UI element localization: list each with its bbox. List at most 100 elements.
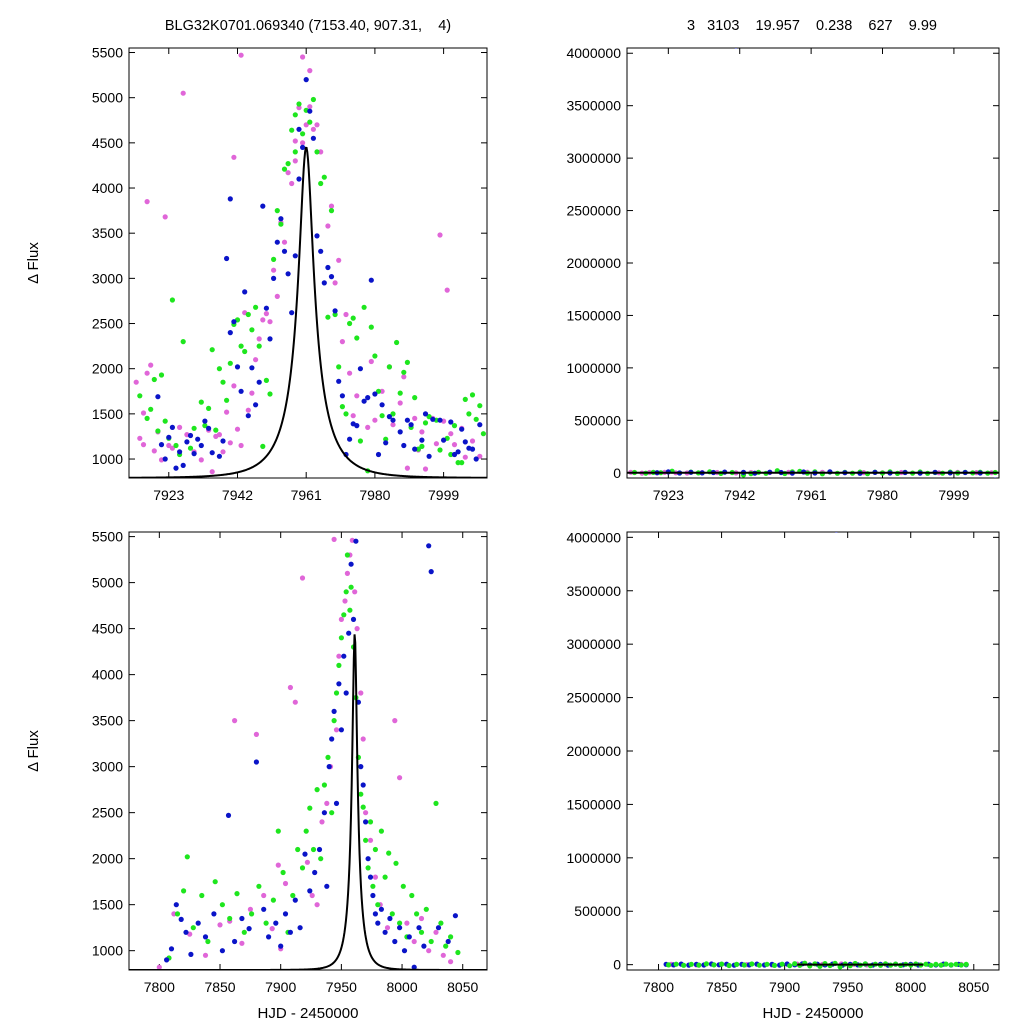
data-point xyxy=(333,727,340,733)
data-point xyxy=(358,764,364,770)
data-point xyxy=(314,787,320,793)
y-tick-label: 1000 xyxy=(92,451,123,467)
data-point xyxy=(290,892,296,899)
x-axis-label: HJD - 2450000 xyxy=(258,1005,359,1022)
data-point xyxy=(220,449,226,455)
data-point xyxy=(363,810,369,816)
data-point xyxy=(281,166,288,172)
data-point xyxy=(451,451,458,458)
data-point xyxy=(321,782,327,788)
y-tick-label: 3500000 xyxy=(566,98,621,114)
data-point xyxy=(473,416,479,422)
data-point xyxy=(310,135,316,141)
data-point xyxy=(375,451,382,458)
data-point xyxy=(260,317,266,323)
y-tick-label: 2500000 xyxy=(566,690,621,706)
data-point xyxy=(219,902,225,908)
data-point xyxy=(354,626,360,632)
data-point xyxy=(834,532,838,533)
data-point xyxy=(397,390,403,396)
data-point xyxy=(749,961,755,967)
data-point xyxy=(263,377,269,383)
data-point xyxy=(297,925,303,931)
data-point xyxy=(378,906,384,912)
data-point xyxy=(400,883,406,889)
data-point xyxy=(253,304,259,310)
data-point xyxy=(333,690,340,696)
data-point xyxy=(338,727,344,733)
data-point xyxy=(459,460,465,466)
data-point xyxy=(184,854,190,860)
series-green xyxy=(166,552,461,961)
data-point xyxy=(412,415,418,421)
y-tick-label: 500000 xyxy=(574,412,621,428)
data-point xyxy=(281,248,288,254)
data-point xyxy=(469,392,476,398)
data-point xyxy=(423,906,429,912)
data-point xyxy=(412,395,418,401)
data-point xyxy=(171,911,177,917)
data-point xyxy=(307,805,313,811)
y-tick-label: 2500000 xyxy=(566,203,621,219)
data-point xyxy=(344,552,350,558)
data-point xyxy=(318,149,324,155)
data-point xyxy=(307,119,313,125)
data-point xyxy=(271,267,277,273)
data-point xyxy=(379,413,385,419)
data-point xyxy=(444,287,450,293)
data-point xyxy=(469,438,476,444)
data-point xyxy=(267,319,273,325)
data-point xyxy=(227,196,233,202)
data-point xyxy=(390,417,396,423)
data-point xyxy=(382,874,388,880)
data-point xyxy=(372,874,378,880)
data-point xyxy=(445,938,451,945)
data-point xyxy=(275,862,281,868)
data-point xyxy=(422,411,429,417)
data-point xyxy=(341,653,347,659)
data-point xyxy=(430,416,436,422)
data-point xyxy=(452,913,458,919)
data-point xyxy=(401,374,407,380)
data-point xyxy=(181,888,187,894)
data-point xyxy=(734,48,738,49)
data-point xyxy=(202,952,209,958)
x-tick-label: 7900 xyxy=(265,979,296,995)
data-point xyxy=(421,943,427,949)
data-point xyxy=(198,442,204,449)
data-point xyxy=(397,775,403,781)
data-point xyxy=(177,449,183,455)
data-point xyxy=(437,232,443,238)
data-point xyxy=(393,860,399,866)
data-point xyxy=(397,429,403,435)
data-point xyxy=(162,456,168,462)
x-tick-label: 7800 xyxy=(144,979,175,995)
data-point xyxy=(792,961,798,967)
data-point xyxy=(394,339,400,346)
series-magenta xyxy=(156,536,454,970)
data-point xyxy=(261,906,267,912)
data-point xyxy=(275,828,281,834)
data-point xyxy=(469,446,476,452)
data-point xyxy=(426,948,432,954)
data-point xyxy=(779,961,785,967)
data-point xyxy=(459,426,465,432)
data-point xyxy=(166,434,172,440)
data-point xyxy=(473,456,479,462)
x-tick-label: 7999 xyxy=(428,487,459,503)
x-tick-label: 7942 xyxy=(724,487,755,503)
data-point xyxy=(688,961,694,967)
data-point xyxy=(281,239,288,245)
data-point xyxy=(392,938,398,945)
panel-bottom-right: 0 500000 1000000 1500000 2000000 2500000 30000… xyxy=(566,529,1000,1022)
y-tick-label: 3000 xyxy=(92,759,123,775)
data-point xyxy=(177,424,183,430)
y-tick-label: 5000 xyxy=(92,575,123,591)
data-point xyxy=(958,962,964,968)
data-point xyxy=(435,925,442,931)
data-point xyxy=(418,929,425,935)
figure-title-left: BLG32K0701.069340 (7153.40, 907.31, 4) xyxy=(165,18,451,34)
data-point xyxy=(325,314,331,320)
data-point xyxy=(367,837,374,843)
data-point xyxy=(162,418,168,424)
